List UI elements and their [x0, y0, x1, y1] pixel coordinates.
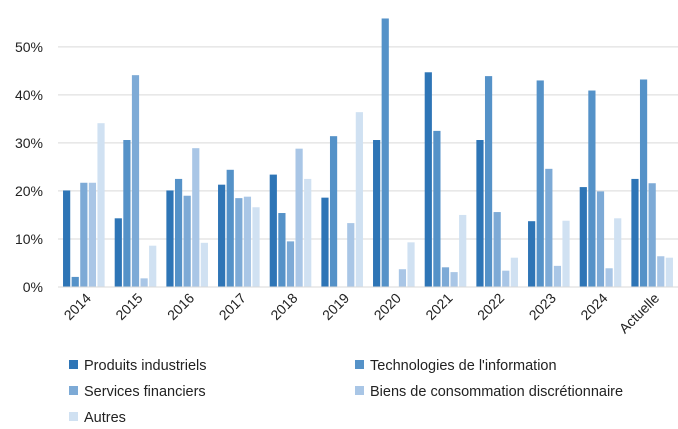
- y-tick-label: 0%: [23, 279, 43, 295]
- gridlines: [58, 46, 678, 240]
- bars: [63, 18, 673, 288]
- x-tick-label: 2023: [526, 290, 559, 323]
- bar-2024-series-0: [579, 187, 587, 287]
- bar-2020-series-1: [381, 18, 389, 287]
- bar-2016-series-1: [174, 178, 183, 287]
- bar-2020-series-3: [398, 269, 407, 287]
- bar-Actuelle-series-4: [665, 257, 673, 287]
- bar-2022-series-3: [502, 270, 510, 287]
- y-tick-label: 50%: [15, 39, 43, 55]
- y-tick-label: 40%: [15, 87, 43, 103]
- y-tick-label: 10%: [15, 231, 43, 247]
- bar-2014-series-2: [80, 182, 88, 287]
- bar-2017-series-3: [243, 196, 252, 287]
- bar-2023-series-2: [545, 168, 553, 287]
- legend-label: Biens de consommation discrétionnaire: [370, 384, 623, 400]
- bar-2021-series-0: [424, 72, 432, 287]
- bar-2015-series-4: [149, 245, 157, 287]
- bar-2022-series-1: [484, 76, 493, 288]
- bar-2023-series-3: [553, 265, 562, 287]
- bar-2019-series-4: [355, 112, 363, 288]
- x-tick-label: 2022: [474, 290, 507, 323]
- bar-2017-series-4: [252, 207, 260, 287]
- bar-2017-series-1: [226, 169, 234, 287]
- x-tick-label: 2024: [577, 290, 610, 323]
- legend-swatch: [69, 386, 78, 395]
- legend-label: Technologies de l'information: [370, 358, 557, 374]
- bar-2014-series-0: [63, 190, 71, 287]
- bar-2015-series-1: [123, 140, 131, 287]
- bar-2015-series-2: [131, 75, 140, 287]
- bar-2023-series-1: [536, 80, 544, 287]
- bar-2015-series-0: [114, 218, 122, 287]
- legend-swatch: [355, 360, 364, 369]
- legend: Produits industriels Technologies de l'in…: [69, 358, 623, 426]
- x-tick-label: 2018: [267, 290, 300, 323]
- x-tick-label: Actuelle: [616, 290, 663, 337]
- bar-2024-series-3: [605, 268, 613, 287]
- bar-2019-series-1: [329, 136, 338, 287]
- bar-2019-series-3: [347, 223, 355, 287]
- x-tick-label: 2017: [216, 290, 249, 323]
- bar-2023-series-0: [528, 221, 536, 287]
- bar-2018-series-2: [286, 241, 295, 287]
- bar-2015-series-3: [140, 278, 148, 287]
- x-axis: 2014 2015 2016 2017 2018 2019 2020 2021 2022 2023…: [61, 290, 663, 337]
- bar-Actuelle-series-3: [657, 256, 665, 287]
- x-tick-label: 2014: [61, 290, 94, 323]
- bar-2014-series-4: [97, 123, 105, 287]
- bar-2014-series-1: [71, 276, 79, 287]
- bar-2019-series-0: [321, 197, 329, 287]
- bar-Actuelle-series-0: [631, 178, 639, 287]
- bar-2018-series-1: [278, 213, 286, 287]
- bar-2018-series-4: [304, 178, 312, 287]
- legend-swatch: [69, 412, 78, 421]
- bar-2020-series-4: [407, 242, 415, 287]
- bar-2022-series-4: [510, 257, 518, 287]
- bar-2016-series-0: [166, 190, 174, 287]
- bar-Actuelle-series-1: [639, 79, 648, 288]
- bar-2021-series-2: [441, 267, 450, 287]
- bar-2014-series-3: [88, 182, 97, 287]
- bar-2022-series-0: [476, 140, 484, 287]
- y-tick-label: 20%: [15, 183, 43, 199]
- bar-2016-series-3: [192, 148, 200, 287]
- x-tick-label: 2019: [319, 290, 352, 323]
- legend-swatch: [69, 360, 78, 369]
- x-tick-label: 2016: [164, 290, 197, 323]
- bar-2017-series-0: [218, 184, 226, 287]
- bar-2020-series-0: [373, 140, 381, 287]
- legend-label: Services financiers: [84, 384, 206, 400]
- legend-label: Produits industriels: [84, 358, 207, 374]
- x-tick-label: 2020: [371, 290, 404, 323]
- bar-2018-series-0: [269, 174, 277, 287]
- bar-2018-series-3: [295, 148, 303, 287]
- bar-2021-series-3: [450, 272, 458, 287]
- bar-2023-series-4: [562, 220, 570, 287]
- bar-2016-series-4: [200, 242, 208, 287]
- bar-2024-series-2: [596, 191, 605, 287]
- y-axis: 0% 10% 20% 30% 40% 50%: [15, 39, 43, 295]
- bar-2024-series-1: [588, 90, 596, 287]
- bar-2021-series-1: [433, 130, 441, 287]
- x-tick-label: 2021: [422, 290, 455, 323]
- x-tick-label: 2015: [112, 290, 145, 323]
- y-tick-label: 30%: [15, 135, 43, 151]
- legend-swatch: [355, 386, 364, 395]
- bar-2021-series-4: [459, 214, 467, 287]
- bar-2024-series-4: [614, 218, 622, 287]
- bar-2022-series-2: [493, 212, 501, 287]
- bar-2016-series-2: [183, 195, 191, 287]
- legend-label: Autres: [84, 410, 126, 426]
- bar-2017-series-2: [235, 198, 243, 287]
- bar-Actuelle-series-2: [648, 183, 656, 287]
